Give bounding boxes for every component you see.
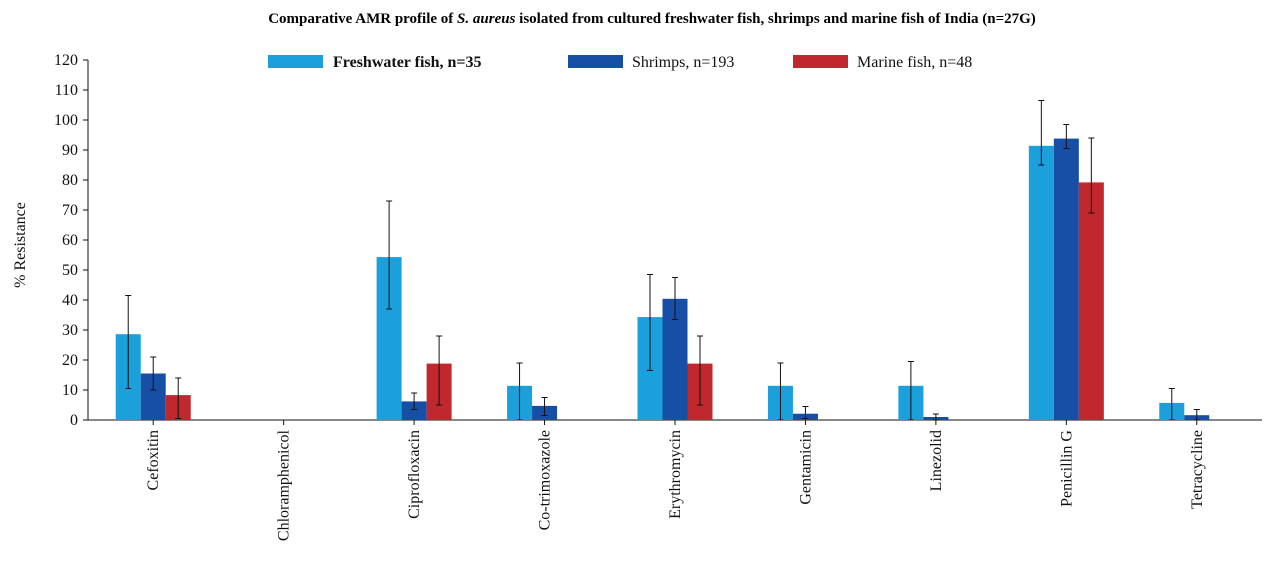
y-tick-label: 10 (62, 382, 78, 399)
y-tick-label: 20 (62, 352, 78, 369)
axes: 0 10 20 30 40 50 60 70 80 90 100 110 120 (54, 52, 1262, 429)
y-tick-label: 60 (62, 232, 78, 249)
error-bars (125, 100, 1200, 421)
bar-penicillin-g-series-2 (1053, 138, 1079, 420)
x-tick-label: Gentamicin (797, 430, 814, 505)
y-tick-label: 110 (55, 82, 78, 99)
y-tick-label: 70 (62, 202, 78, 219)
x-tick-label: Penicillin G (1058, 430, 1075, 507)
y-tick-label: 30 (62, 322, 78, 339)
x-tick-label: Linezolid (928, 430, 945, 491)
bar-penicillin-g-series-3 (1078, 182, 1104, 420)
x-tick-label: Chloramphenicol (276, 429, 293, 541)
legend-swatch (793, 55, 848, 68)
bars (115, 138, 1210, 421)
y-tick-label: 80 (62, 172, 78, 189)
legend-label: Marine fish, n=48 (857, 54, 972, 71)
chart-title: Comparative AMR profile of S. aureus iso… (268, 11, 1036, 27)
y-tick-label: 50 (62, 262, 78, 279)
bar-ciprofloxacin-series-2 (401, 401, 427, 420)
bar-penicillin-g-series-1 (1028, 145, 1054, 421)
y-tick-label: 100 (54, 112, 78, 129)
x-tick-labels: Cefoxitin Chloramphenicol Ciprofloxacin Co-… (145, 429, 1206, 541)
y-tick-label: 0 (70, 412, 78, 429)
legend-swatch (568, 55, 623, 68)
legend: Freshwater fish, n=35 Shrimps, n=193 Marin… (268, 54, 972, 71)
x-tick-label: Ciprofloxacin (406, 430, 423, 519)
y-tick-label: 120 (54, 52, 78, 69)
legend-swatch (268, 55, 323, 68)
legend-label: Shrimps, n=193 (632, 54, 734, 71)
x-tick-label: Erythromycin (667, 430, 684, 519)
x-tick-label: Co-trimoxazole (537, 430, 554, 530)
y-tick-label: 90 (62, 142, 78, 159)
y-tick-label: 40 (62, 292, 78, 309)
legend-label: Freshwater fish, n=35 (333, 54, 482, 71)
x-tick-label: Cefoxitin (145, 430, 162, 490)
x-tick-label: Tetracycline (1189, 430, 1206, 509)
y-axis-label: % Resistance (12, 202, 29, 288)
